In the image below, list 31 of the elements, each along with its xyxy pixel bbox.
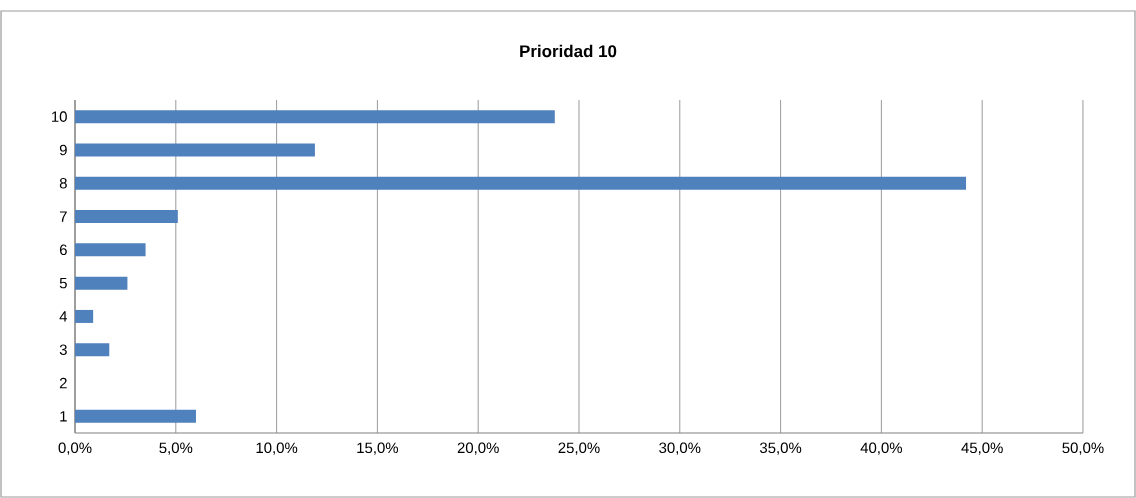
bar bbox=[75, 309, 94, 323]
bar bbox=[75, 243, 146, 257]
y-tick-label: 1 bbox=[60, 411, 67, 422]
x-tick-label: 10,0% bbox=[256, 442, 298, 455]
x-tick-label: 25,0% bbox=[558, 442, 600, 455]
y-tick-label: 10 bbox=[52, 111, 67, 122]
x-tick-label: 40,0% bbox=[860, 442, 903, 455]
bar bbox=[75, 143, 315, 157]
y-tick-label: 4 bbox=[59, 311, 68, 322]
y-tick-label: 6 bbox=[59, 244, 67, 256]
x-tick-label: 35,0% bbox=[759, 442, 802, 455]
x-tick-label: 45,0% bbox=[961, 442, 1003, 455]
y-tick-label: 7 bbox=[59, 211, 67, 222]
y-tick-label: 3 bbox=[59, 344, 67, 356]
y-tick-label: 5 bbox=[59, 277, 67, 289]
y-tick-label: 2 bbox=[59, 377, 67, 389]
x-tick-label: 30,0% bbox=[659, 442, 701, 455]
y-tick-label: 8 bbox=[59, 177, 67, 189]
x-tick-label: 15,0% bbox=[357, 442, 399, 455]
bar bbox=[75, 343, 110, 357]
x-tick-label: 5,0% bbox=[159, 442, 193, 455]
bar bbox=[75, 276, 128, 290]
bar bbox=[75, 210, 178, 224]
y-tick-label: 9 bbox=[59, 144, 67, 156]
bar bbox=[75, 110, 555, 124]
bar bbox=[75, 176, 967, 190]
x-tick-label: 50,0% bbox=[1062, 442, 1104, 455]
bar bbox=[75, 409, 196, 423]
x-tick-label: 20,0% bbox=[457, 442, 499, 455]
chart-title: Prioridad 10 bbox=[520, 44, 617, 58]
x-tick-label: 0,0% bbox=[58, 442, 92, 455]
